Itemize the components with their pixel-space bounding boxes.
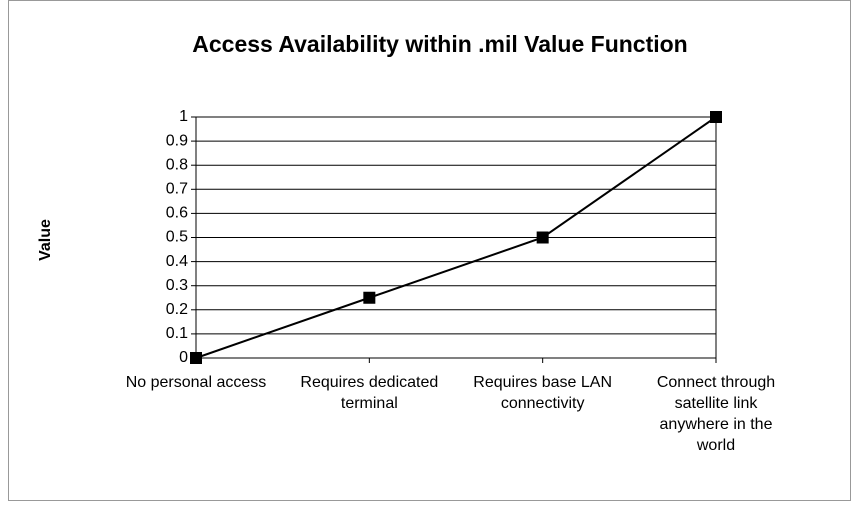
y-tick-label: 0.7 (166, 181, 188, 198)
chart-title: Access Availability within .mil Value Fu… (192, 31, 687, 57)
y-tick-label: 0.9 (166, 132, 188, 149)
y-tick-label: 0.4 (166, 253, 188, 270)
marker (190, 352, 202, 364)
x-tick-label: Requires dedicated terminal (300, 374, 439, 412)
y-tick-label: 0.2 (166, 301, 188, 318)
y-tick-label: 0.8 (166, 156, 188, 173)
marker (363, 291, 376, 304)
y-tick-label: 0.1 (166, 325, 188, 342)
marker (536, 231, 549, 244)
line (195, 116, 717, 359)
y-tick-label: 0.5 (166, 229, 188, 246)
y-tick-label: 0.6 (166, 205, 188, 222)
x-tick-label: Requires base LAN connectivity (473, 374, 613, 412)
y-axis-label: Value (37, 219, 54, 261)
y-tick-label: 0.3 (166, 277, 188, 294)
y-tick-label: 0 (179, 349, 188, 366)
y-tick-label: 1 (179, 108, 188, 125)
marker (710, 111, 722, 123)
x-tick-label: Connect through satellite link anywhere … (656, 374, 776, 454)
x-tick-label: No personal access (125, 374, 267, 391)
